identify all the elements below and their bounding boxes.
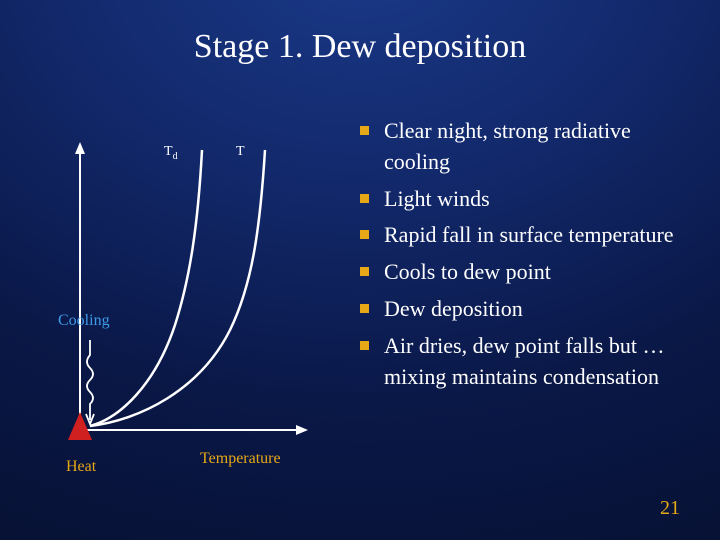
bullet-item: Air dries, dew point falls but … mixing … <box>360 331 680 393</box>
cooling-label: Cooling <box>58 312 110 330</box>
bullet-item: Cools to dew point <box>360 257 680 288</box>
heat-triangle <box>68 412 92 440</box>
heat-label: Heat <box>66 458 96 476</box>
diagram-area: Temperature Cooling Heat T Td <box>50 130 330 460</box>
bullet-item: Dew deposition <box>360 294 680 325</box>
bullet-item: Rapid fall in surface temperature <box>360 220 680 251</box>
curve-label-td: Td <box>164 144 178 162</box>
cooling-squiggle <box>87 340 93 420</box>
page-number: 21 <box>660 497 680 520</box>
curve-label-t: T <box>236 144 245 160</box>
bullet-item: Light winds <box>360 184 680 215</box>
x-axis-label: Temperature <box>200 450 281 468</box>
diagram-svg <box>50 130 330 470</box>
bullet-list: Clear night, strong radiative cooling Lig… <box>360 116 680 398</box>
slide-title: Stage 1. Dew deposition <box>0 28 720 66</box>
bullet-item: Clear night, strong radiative cooling <box>360 116 680 178</box>
curve-t <box>90 150 265 426</box>
